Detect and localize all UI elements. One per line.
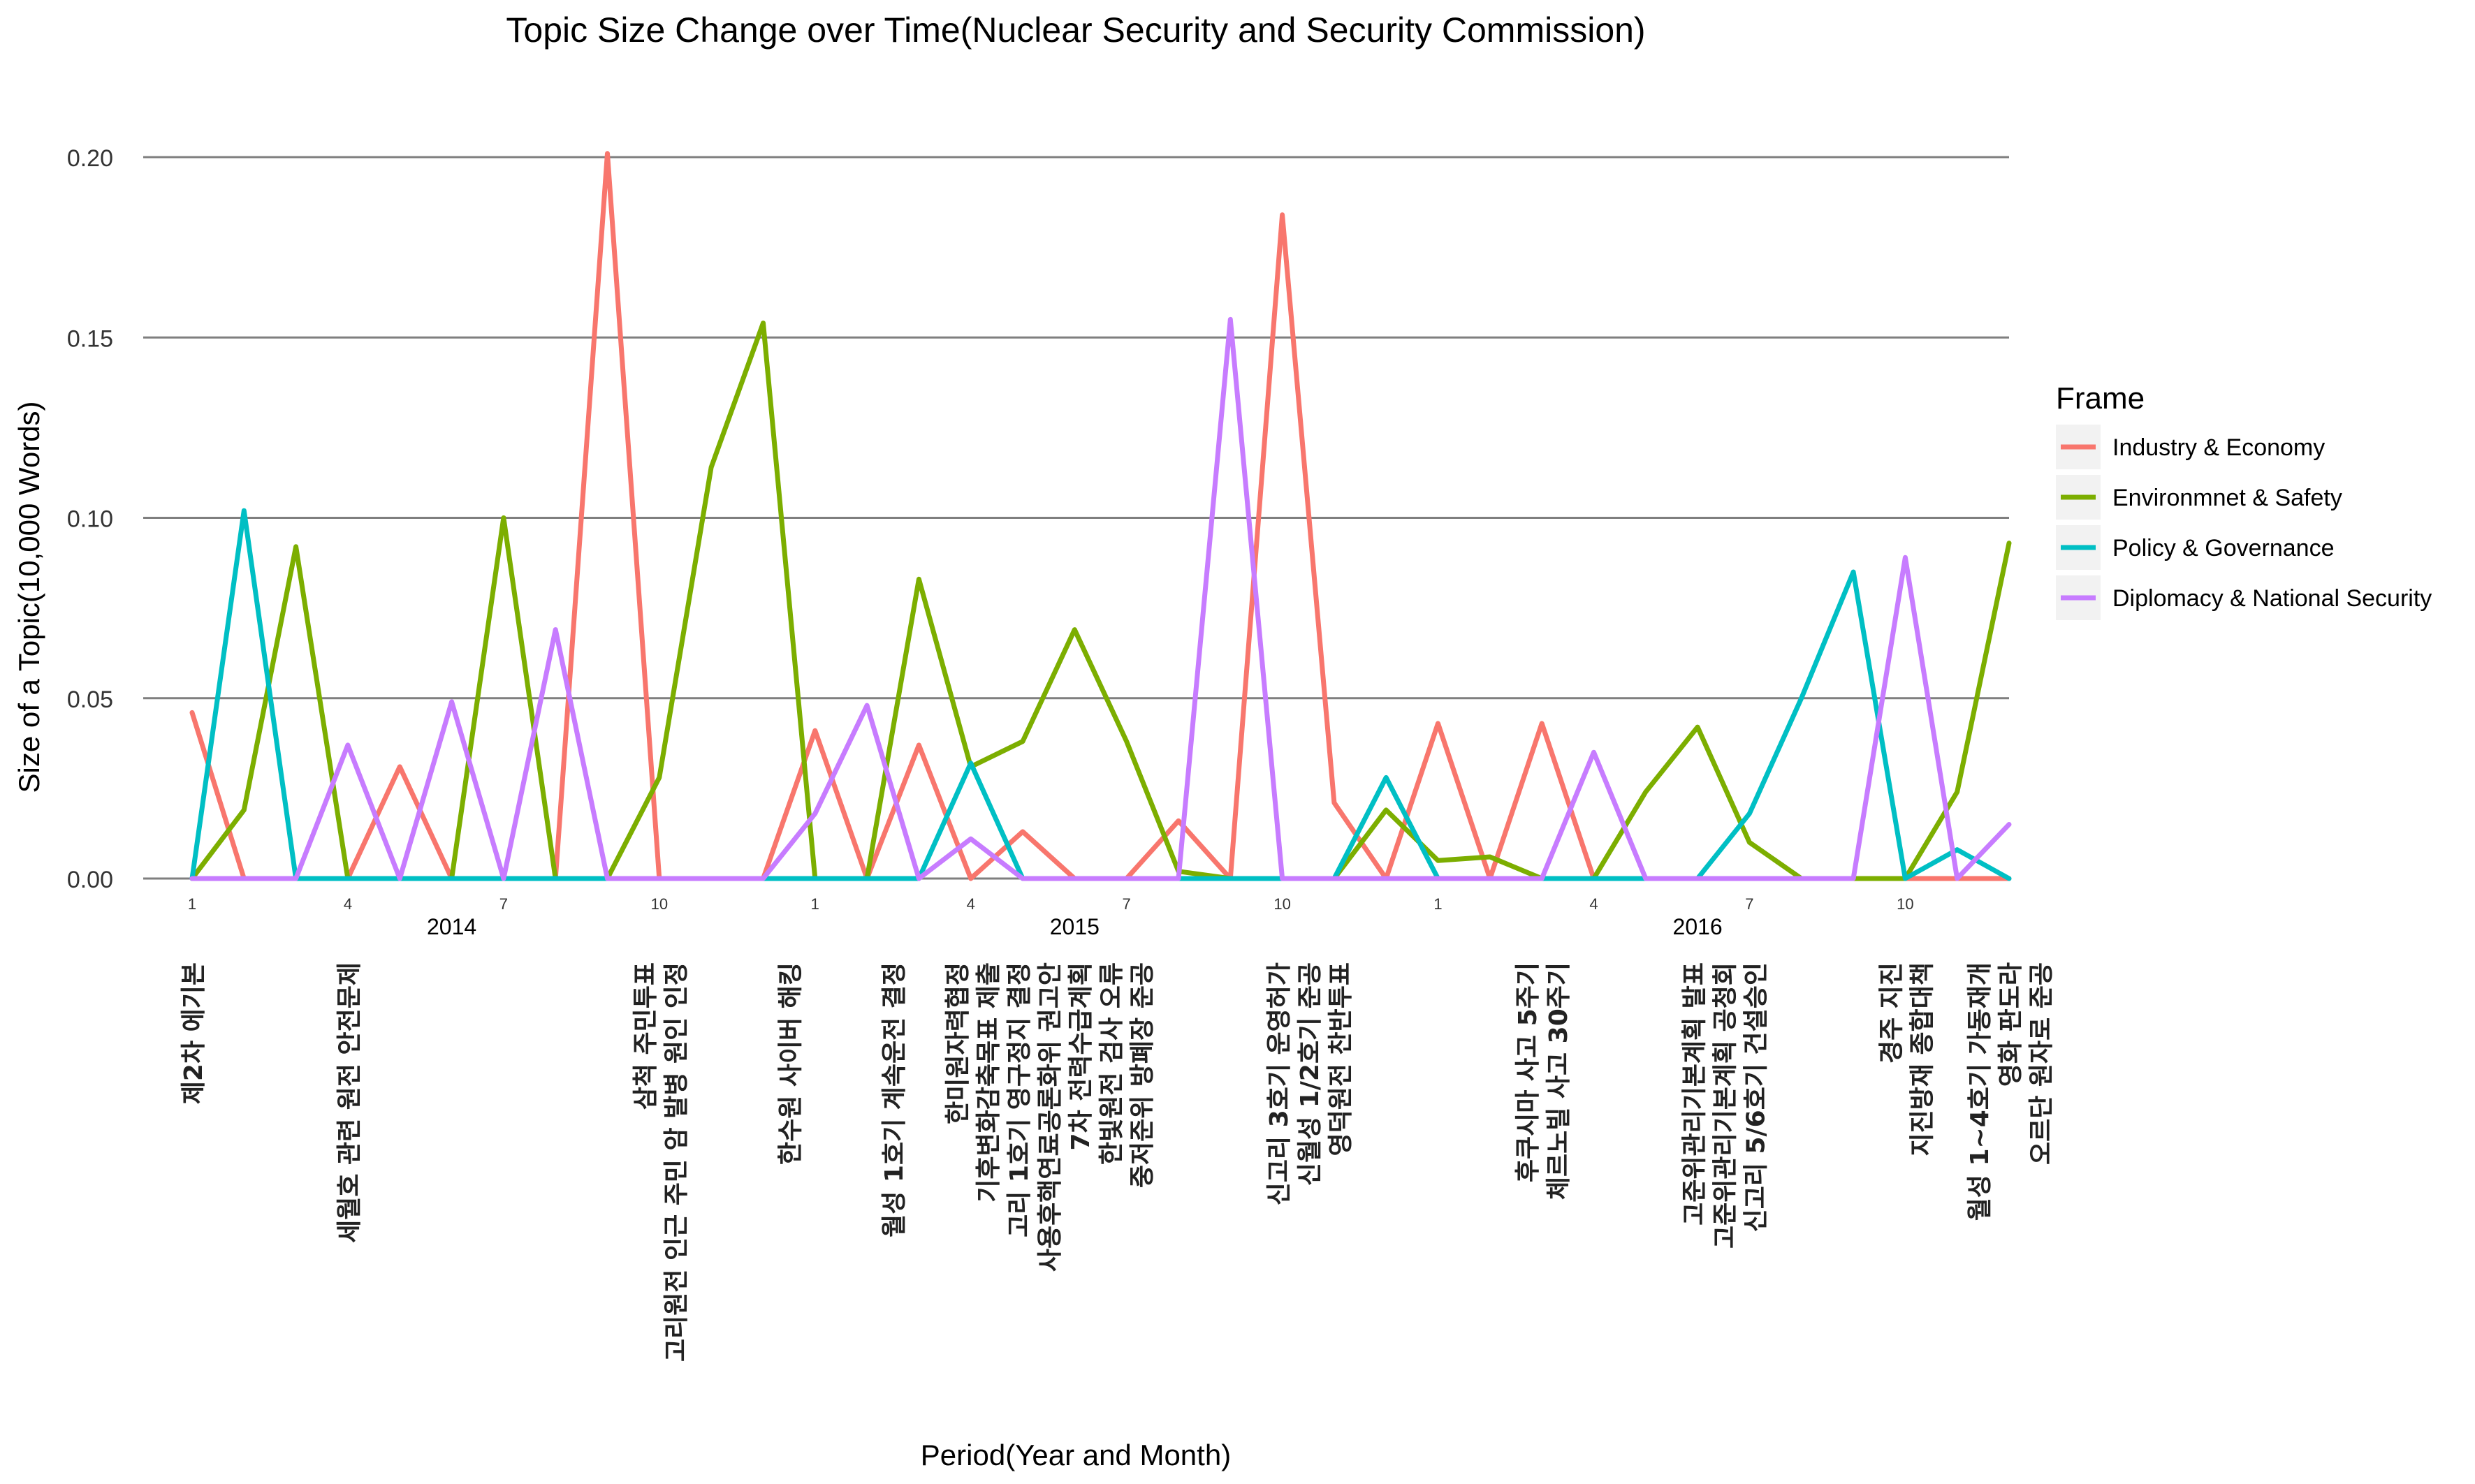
legend-entry-label: Diplomacy & National Security bbox=[2112, 585, 2432, 612]
event-annotation-line: 고준위관리기본계획 공청회 bbox=[1711, 962, 1739, 1249]
event-annotation-line: 한빛원전 검사 오류 bbox=[1097, 962, 1126, 1165]
event-annotation-line: 세월호 관련 원전 안전문제 bbox=[335, 962, 364, 1243]
x-month-tick-label: 4 bbox=[967, 895, 975, 913]
legend-entry-label: Policy & Governance bbox=[2112, 535, 2335, 561]
event-annotation-line: 오르단 원자로 준공 bbox=[2027, 962, 2056, 1165]
y-gridlines bbox=[143, 156, 2009, 880]
event-annotation-line: 지진방재 종합대책 bbox=[1908, 962, 1936, 1156]
event-annotation-line: 한수원 사이버 해킹 bbox=[777, 962, 805, 1165]
x-year-labels: 2014 2015 2016 bbox=[427, 914, 1723, 939]
event-annotation-line: 신월성 1/2호기 준공 bbox=[1296, 962, 1324, 1186]
event-annotation-line: 제2차 에기본 bbox=[180, 962, 208, 1104]
event-annotation-line: 사용후핵연료공론화위 권고안 bbox=[1036, 962, 1065, 1272]
event-annotation-line: 고리 1호기 영구정지 결정 bbox=[1005, 962, 1034, 1237]
series-line-0 bbox=[189, 151, 2012, 881]
series-line-1 bbox=[189, 321, 2012, 881]
event-annotation-line: 영화 판도라 bbox=[1996, 962, 2025, 1087]
event-annotation-line: 후쿠시마 사고 5주기 bbox=[1514, 962, 1542, 1182]
event-annotation-line: 신고리 3호기 운영허가 bbox=[1265, 962, 1294, 1205]
event-annotation-line: 고리원전 인근 주민 암 발병 원인 인정 bbox=[662, 962, 691, 1362]
event-annotation-line: 고준위관리기본계획 발표 bbox=[1680, 962, 1709, 1226]
x-year-label: 2014 bbox=[427, 914, 476, 939]
event-annotation-line: 중저준위 방폐장 준공 bbox=[1128, 962, 1157, 1188]
legend: Frame Industry & Economy Environmnet & Sa… bbox=[2056, 381, 2432, 620]
x-month-tick-label: 1 bbox=[188, 895, 196, 913]
event-annotation-line: 경주 지진 bbox=[1877, 962, 1906, 1064]
x-month-tick-label: 4 bbox=[344, 895, 352, 913]
legend-entry-label: Industry & Economy bbox=[2112, 434, 2325, 461]
x-month-tick-label: 7 bbox=[499, 895, 508, 913]
x-month-tick-label: 7 bbox=[1123, 895, 1131, 913]
legend-entry-label: Environmnet & Safety bbox=[2112, 485, 2342, 511]
chart-title: Topic Size Change over Time(Nuclear Secu… bbox=[506, 10, 1645, 50]
series-lines bbox=[189, 151, 2012, 881]
x-year-label: 2016 bbox=[1673, 914, 1723, 939]
y-tick-label: 0.15 bbox=[67, 325, 113, 352]
y-tick-label: 0.10 bbox=[67, 506, 113, 533]
x-month-tick-label: 10 bbox=[1273, 895, 1290, 913]
y-tick-label: 0.00 bbox=[67, 867, 113, 893]
event-annotation-line: 한미원자력협정 bbox=[944, 962, 972, 1124]
event-annotation-line: 삼척 주민투표 bbox=[631, 962, 660, 1110]
legend-title: Frame bbox=[2056, 381, 2145, 416]
event-annotation-line: 신고리 5/6호기 건설승인 bbox=[1742, 962, 1770, 1232]
event-annotation-line: 체르노빌 사고 30주기 bbox=[1545, 962, 1573, 1200]
x-month-tick-label: 7 bbox=[1745, 895, 1753, 913]
y-axis-label: Size of a Topic(10,000 Words) bbox=[13, 401, 45, 793]
x-month-tick-label: 4 bbox=[1589, 895, 1598, 913]
x-month-tick-labels: 1 4 7 10 1 4 7 10 1 4 7 10 bbox=[188, 895, 1914, 913]
event-annotation-line: 7차 전력수급계획 bbox=[1067, 962, 1095, 1150]
series-line-3 bbox=[189, 316, 2012, 881]
y-tick-labels: 0.00 0.05 0.10 0.15 0.20 bbox=[67, 145, 113, 893]
x-axis-label: Period(Year and Month) bbox=[921, 1439, 1231, 1471]
x-month-tick-label: 1 bbox=[1433, 895, 1442, 913]
x-month-tick-label: 10 bbox=[651, 895, 668, 913]
series-line-2 bbox=[189, 508, 2012, 881]
event-annotation-line: 월성 1~4호기 가동재개 bbox=[1966, 962, 1994, 1221]
x-month-tick-label: 1 bbox=[811, 895, 819, 913]
x-year-label: 2015 bbox=[1050, 914, 1100, 939]
y-tick-label: 0.20 bbox=[67, 145, 113, 172]
event-annotation-line: 기후변화감축목표 제출 bbox=[974, 962, 1003, 1203]
x-month-tick-label: 10 bbox=[1897, 895, 1913, 913]
event-annotations: 제2차 에기본 세월호 관련 원전 안전문제 삼척 주민투표 고리원전 인근 주민 암… bbox=[180, 962, 2056, 1362]
event-annotation-line: 영덕원전 찬반투표 bbox=[1327, 962, 1355, 1156]
event-annotation-line: 월성 1호기 계속운전 결정 bbox=[880, 962, 909, 1237]
y-tick-label: 0.05 bbox=[67, 686, 113, 713]
